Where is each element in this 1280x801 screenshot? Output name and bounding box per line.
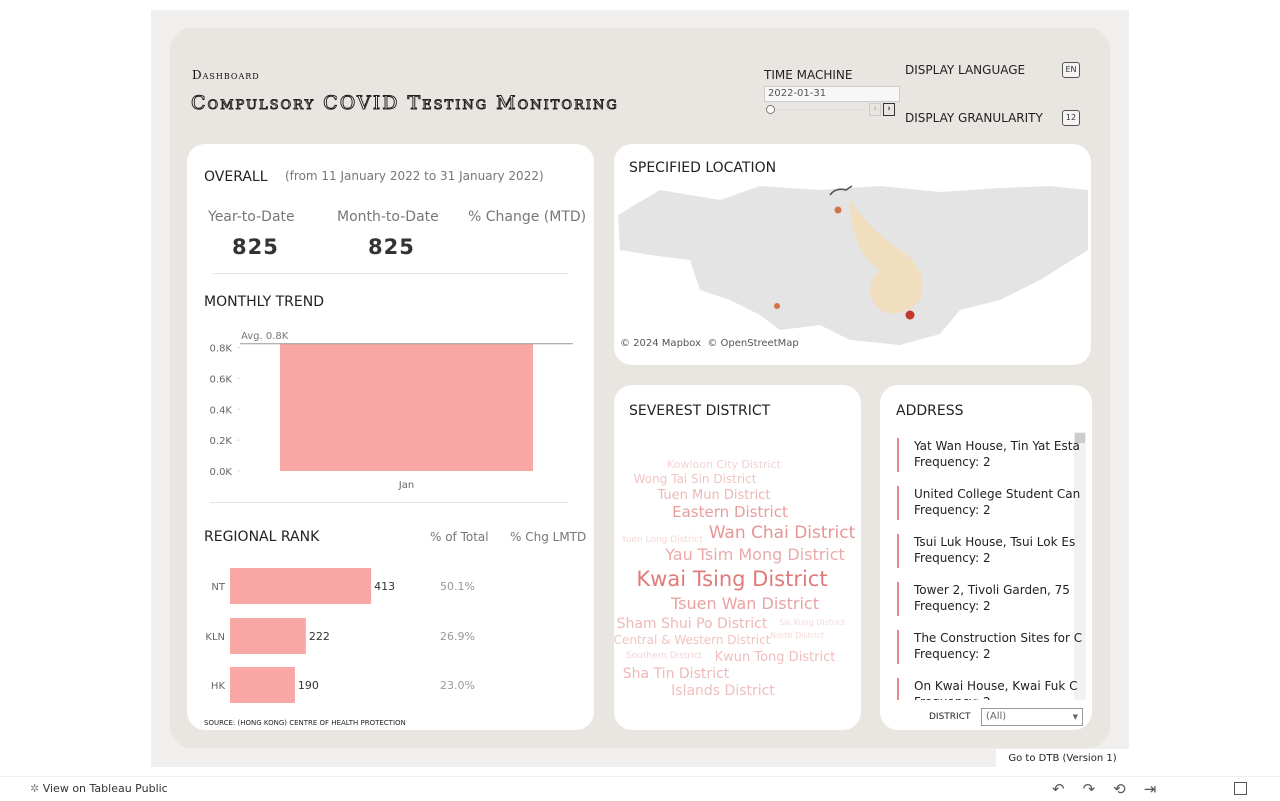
rank-title: REGIONAL RANK [204,529,320,545]
overall-title: OVERALL [204,169,268,185]
column-header: % Chg LMTD [510,530,587,544]
toolbar [0,776,1280,801]
select-value: (All) [986,711,1007,722]
separator [213,273,568,274]
map-panel [614,144,1091,365]
language-label: DISPLAY LANGUAGE [905,63,1026,77]
kpi-label: Month-to-Date [337,209,439,225]
trend-title: MONTHLY TREND [204,294,324,310]
address-item[interactable]: Tower 2, Tivoli Garden, 75 Frequency: 2 [897,582,1090,616]
overall-panel [187,144,594,730]
link-text[interactable]: View on Tableau Public [42,782,168,795]
kicker: Dashboard [192,68,260,82]
address-name: On Kwai House, Kwai Fuk C [914,679,1078,693]
address-frequency: Frequency: 2 [914,551,991,565]
source-note: SOURCE: (HONG KONG) CENTRE OF HEALTH PRO… [204,719,406,727]
address-panel [880,385,1092,730]
address-name: Yat Wan House, Tin Yat Esta [914,439,1080,453]
address-name: Tsui Luk House, Tsui Lok Es [914,535,1076,549]
address-item[interactable]: Yat Wan House, Tin Yat Esta Frequency: 2 [897,438,1090,472]
next-button[interactable]: › [883,103,895,116]
address-name: Tower 2, Tivoli Garden, 75 [914,583,1070,597]
toolbar-icons[interactable]: ↶↷⟲⇥ [1052,780,1175,798]
address-frequency: Frequency: 2 [914,694,1090,700]
address-frequency: Frequency: 2 [914,503,991,517]
address-frequency: Frequency: 2 [914,647,991,661]
prev-button[interactable]: ‹ [869,103,881,116]
kpi-label: Year-to-Date [208,209,295,225]
address-frequency: Frequency: 2 [914,599,991,613]
kpi-label: % Change (MTD) [468,209,587,225]
filter-label: DISTRICT [929,712,971,722]
address-item[interactable]: United College Student Can Frequency: 2 [897,486,1090,520]
severest-title: SEVEREST DISTRICT [629,403,771,419]
kpi-value: 825 [368,235,415,259]
map-place-label: Hong Kong [790,231,888,252]
dtb-button[interactable]: Go to DTB (Version 1) [996,749,1129,769]
dashboard-title: Compulsory COVID Testing Monitoring [191,92,619,115]
time-machine-label: TIME MACHINE [764,68,853,82]
column-header: % of Total [430,530,489,544]
date-input[interactable]: 2022-01-31 [764,86,900,102]
separator [210,502,568,503]
fullscreen-button[interactable] [1234,782,1247,795]
map-attribution: © 2024 Mapbox © OpenStreetMap [620,338,799,349]
granularity-button[interactable]: 12 [1062,110,1080,126]
language-button[interactable]: EN [1062,62,1080,78]
address-item[interactable]: Tsui Luk House, Tsui Lok Es Frequency: 2 [897,534,1090,568]
address-name: United College Student Can [914,487,1081,501]
slider-handle[interactable] [766,105,775,114]
scrollbar[interactable] [1074,432,1086,700]
district-select[interactable]: (All) ▼ [981,708,1083,726]
address-name: The Construction Sites for C [914,631,1083,645]
address-item[interactable]: The Construction Sites for C Frequency: 2 [897,630,1090,664]
granularity-label: DISPLAY GRANULARITY [905,111,1043,125]
address-frequency: Frequency: 2 [914,455,991,469]
slider-track [776,109,866,110]
map-title: SPECIFIED LOCATION [629,160,777,176]
severest-panel [614,385,861,730]
address-title: ADDRESS [896,403,964,419]
tableau-link[interactable]: ✲ View on Tableau Public [30,782,168,795]
overall-period: (from 11 January 2022 to 31 January 2022… [285,169,544,183]
kpi-value: 825 [232,235,279,259]
